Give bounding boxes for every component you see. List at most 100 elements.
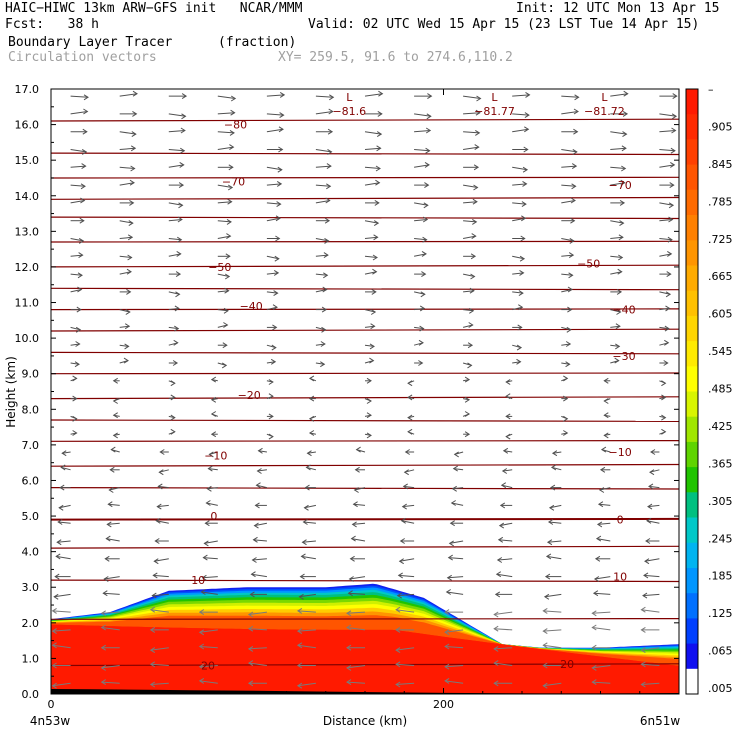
y-tick-label: 15.0 xyxy=(15,154,40,167)
header-line2-right: Valid: 02 UTC Wed 15 Apr 15 (23 LST Tue … xyxy=(308,17,700,32)
vector-arrowhead xyxy=(444,629,450,636)
vector-arrowhead xyxy=(667,250,673,257)
contour-label: −50 xyxy=(577,257,600,270)
contour-label: −10 xyxy=(204,450,227,463)
circulation-vector xyxy=(109,487,120,491)
circulation-vector xyxy=(62,451,71,454)
vector-arrowhead xyxy=(620,179,626,186)
header-line1-left: HAIC−HIWC 13km ARW−GFS init NCAR/MMM xyxy=(5,1,303,16)
isotherm-line xyxy=(51,618,679,620)
vector-arrowhead xyxy=(502,447,509,454)
tracer-core xyxy=(51,624,679,694)
circulation-vector xyxy=(453,468,464,471)
vector-arrowhead xyxy=(407,428,413,435)
vector-arrowhead xyxy=(180,147,186,154)
circulation-vector xyxy=(315,238,329,242)
vector-arrowhead xyxy=(198,643,205,650)
circulation-vector xyxy=(266,202,281,205)
circulation-vector xyxy=(648,485,660,489)
circulation-vector xyxy=(304,504,317,509)
contour-label: −80 xyxy=(224,119,247,132)
vector-arrowhead xyxy=(424,161,430,168)
vector-arrowhead xyxy=(198,663,205,670)
circulation-vector xyxy=(297,610,316,613)
circulation-vector xyxy=(463,235,476,239)
vector-arrowhead xyxy=(603,377,609,384)
colorbar-label: .365 xyxy=(708,457,733,470)
circulation-vector xyxy=(512,291,523,294)
vector-arrowhead xyxy=(156,503,162,510)
vector-arrowhead xyxy=(105,535,111,542)
vector-arrowhead xyxy=(51,628,57,635)
vector-arrowhead xyxy=(668,202,675,209)
vector-arrowhead xyxy=(592,590,599,597)
vector-arrowhead xyxy=(444,609,450,616)
vector-arrowhead xyxy=(132,90,138,97)
vector-arrowhead xyxy=(247,660,254,667)
vector-arrowhead xyxy=(395,626,401,633)
contour-label: −70 xyxy=(222,176,245,189)
vector-arrowhead xyxy=(346,624,352,631)
vector-arrowhead xyxy=(446,574,452,581)
vector-arrowhead xyxy=(366,377,372,384)
circulation-vector xyxy=(552,451,562,454)
vector-arrowhead xyxy=(551,450,558,457)
circulation-vector xyxy=(70,254,83,257)
vector-arrowhead xyxy=(126,288,132,295)
vector-arrowhead xyxy=(521,215,527,222)
contour-label: 0 xyxy=(210,510,217,523)
vector-arrowhead xyxy=(473,164,480,171)
circulation-vector xyxy=(248,611,267,615)
vector-arrowhead xyxy=(661,394,667,401)
cross-section-endpoints: XY= 259.5, 91.6 to 274.6,110.2 xyxy=(278,50,513,65)
vector-arrowhead xyxy=(449,520,455,527)
circulation-vector xyxy=(104,576,120,580)
circulation-vector xyxy=(119,166,135,169)
circulation-vector xyxy=(346,627,366,631)
vector-arrowhead xyxy=(501,468,508,474)
circulation-vector xyxy=(496,573,513,578)
circulation-vector xyxy=(414,219,428,222)
circulation-vector xyxy=(315,165,331,168)
field-units: (fraction) xyxy=(218,35,297,50)
vector-arrowhead xyxy=(159,449,165,455)
vector-arrowhead xyxy=(128,220,134,227)
y-tick-label: 4.0 xyxy=(22,546,40,559)
vector-arrowhead xyxy=(518,304,524,311)
vector-arrowhead xyxy=(174,305,180,312)
vector-arrowhead xyxy=(346,664,352,671)
circulation-vector xyxy=(101,681,120,684)
circulation-vector xyxy=(592,681,611,684)
vector-arrowhead xyxy=(323,252,329,259)
vector-arrowhead xyxy=(572,148,578,155)
y-tick-label: 12.0 xyxy=(15,261,40,274)
vector-arrowhead xyxy=(591,644,597,651)
circulation-vector xyxy=(266,255,279,260)
vector-arrowhead xyxy=(278,146,284,153)
vector-arrowhead xyxy=(550,464,557,471)
contour-label: −10 xyxy=(608,446,631,459)
colorbar-label: .185 xyxy=(708,570,733,583)
vector-arrowhead xyxy=(252,536,258,543)
vector-arrowhead xyxy=(600,446,607,453)
circulation-vector xyxy=(659,291,671,295)
circulation-vector xyxy=(462,324,473,328)
vector-arrowhead xyxy=(372,254,378,261)
vector-arrowhead xyxy=(448,540,454,547)
circulation-vector xyxy=(610,220,624,224)
vector-arrowhead xyxy=(103,576,109,582)
vector-arrowhead xyxy=(591,679,597,686)
vector-arrowhead xyxy=(444,643,450,650)
circulation-vector xyxy=(561,343,571,346)
circulation-vector xyxy=(168,202,183,206)
circulation-vector xyxy=(463,309,474,312)
circulation-vector xyxy=(58,521,71,524)
circulation-vector xyxy=(150,647,169,651)
circulation-vector xyxy=(248,628,267,631)
vector-arrowhead xyxy=(221,362,228,369)
vector-arrowhead xyxy=(354,466,360,473)
vector-arrowhead xyxy=(130,145,137,152)
vector-arrowhead xyxy=(100,610,106,617)
vector-arrowhead xyxy=(51,607,57,614)
circulation-vector xyxy=(544,593,562,598)
